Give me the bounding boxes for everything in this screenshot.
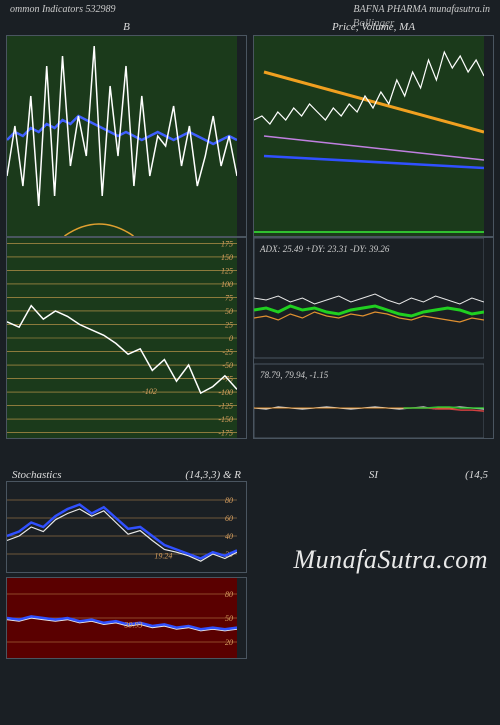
svg-text:ADX: 25.49 +DY: 23.31 -DY: 39.: ADX: 25.49 +DY: 23.31 -DY: 39.26 bbox=[259, 244, 390, 254]
svg-text:125: 125 bbox=[221, 266, 233, 275]
svg-text:50: 50 bbox=[225, 307, 233, 316]
row-2: CT 20 1751501251007550250-25-50-75-100-1… bbox=[0, 237, 500, 439]
svg-text:40: 40 bbox=[225, 532, 233, 541]
panel-stoch-wrap: Stochastics (14,3,3) & R 80 60 40 20 19.24 8… bbox=[6, 469, 247, 659]
panel-b-chart bbox=[6, 35, 247, 237]
panel-adx-wrap: ADX & MACD 12,26,9 ADX: 25.49 +DY: 23.31… bbox=[253, 237, 494, 439]
svg-text:-25: -25 bbox=[222, 348, 233, 357]
panel-si-title: SI (14,5 bbox=[253, 469, 494, 481]
svg-text:-50: -50 bbox=[222, 361, 233, 370]
svg-text:175: 175 bbox=[221, 239, 233, 248]
panel-rsi-chart: 80 50 20 39.93 bbox=[6, 577, 247, 659]
panel-ct-chart: 1751501251007550250-25-50-75-100-125-150… bbox=[6, 237, 247, 439]
svg-text:-125: -125 bbox=[218, 402, 233, 411]
panel-price-overlay: Bollinger bbox=[353, 17, 395, 29]
panel-ct-wrap: CT 20 1751501251007550250-25-50-75-100-1… bbox=[6, 237, 247, 439]
svg-text:80: 80 bbox=[225, 496, 233, 505]
si-title-right: (14,5 bbox=[378, 469, 488, 481]
svg-text:-175: -175 bbox=[218, 429, 233, 438]
header-left: ommon Indicators 532989 bbox=[10, 4, 116, 15]
svg-text:78.79, 79.94, -1.15: 78.79, 79.94, -1.15 bbox=[260, 370, 329, 380]
svg-text:-150: -150 bbox=[218, 415, 233, 424]
svg-text:50: 50 bbox=[225, 614, 233, 623]
svg-text:100: 100 bbox=[221, 280, 233, 289]
svg-text:75: 75 bbox=[225, 293, 233, 302]
panel-stoch-title: Stochastics (14,3,3) & R bbox=[6, 469, 247, 481]
panel-b-title: B bbox=[6, 17, 247, 35]
svg-text:20: 20 bbox=[225, 638, 233, 647]
header-bar: ommon Indicators 532989 BAFNA PHARMA mun… bbox=[0, 0, 500, 17]
svg-text:150: 150 bbox=[221, 253, 233, 262]
panel-price-wrap: Price, Volume, MA Bollinger bbox=[253, 17, 494, 237]
watermark-text: MunafaSutra.com bbox=[293, 545, 488, 575]
header-right: BAFNA PHARMA munafasutra.in bbox=[353, 4, 490, 15]
stoch-title-right: (14,3,3) & R bbox=[185, 469, 241, 481]
svg-text:60: 60 bbox=[225, 514, 233, 523]
stoch-title-left: Stochastics bbox=[12, 469, 62, 481]
svg-text:19.24: 19.24 bbox=[154, 552, 172, 561]
svg-text:80: 80 bbox=[225, 590, 233, 599]
svg-text:-102: -102 bbox=[142, 387, 157, 396]
si-title-center: SI bbox=[369, 469, 378, 481]
svg-text:39.93: 39.93 bbox=[124, 621, 143, 630]
panel-price-chart bbox=[253, 35, 494, 237]
row-1: B Price, Volume, MA Bollinger bbox=[0, 17, 500, 237]
panel-adx-chart: ADX: 25.49 +DY: 23.31 -DY: 39.26 78.79, 7… bbox=[253, 237, 494, 439]
svg-text:-100: -100 bbox=[218, 388, 233, 397]
panel-stoch-chart: 8060402019.24 bbox=[6, 481, 247, 573]
panel-price-title: Price, Volume, MA Bollinger bbox=[253, 17, 494, 35]
panel-b-wrap: B bbox=[6, 17, 247, 237]
svg-text:25: 25 bbox=[225, 320, 233, 329]
svg-text:0: 0 bbox=[229, 334, 233, 343]
